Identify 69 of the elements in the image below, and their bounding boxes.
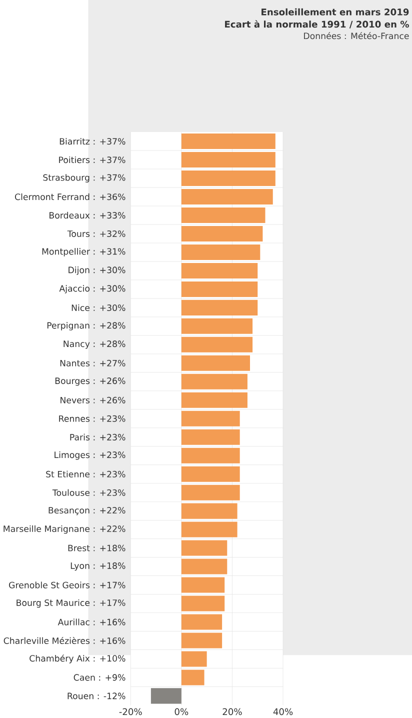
x-tick-label: 0% <box>174 708 188 716</box>
y-tick-label: Chambéry Aix : +10% <box>30 654 126 664</box>
bar <box>181 300 258 316</box>
x-tick-label: 40% <box>273 708 293 716</box>
y-tick-label: Limoges : +23% <box>54 451 126 460</box>
y-tick-label: Charleville Mézières : +16% <box>4 636 126 644</box>
bar <box>181 262 258 278</box>
y-tick-label: Grenoble St Geoirs : +17% <box>8 582 126 588</box>
x-tick-label: 20% <box>222 708 242 716</box>
bar <box>181 189 273 205</box>
y-tick-label: Biarritz : +37% <box>60 138 126 145</box>
y-tick-label: Caen : +9% <box>74 674 126 681</box>
bar <box>181 484 240 500</box>
x-tick-label: -20% <box>119 708 142 716</box>
y-tick-label: Nice : +30% <box>72 304 126 312</box>
bar <box>181 596 225 612</box>
y-tick-label: Clermont Ferrand : +36% <box>14 193 126 200</box>
y-tick-label: Marseille Marignane : +22% <box>4 525 126 534</box>
text: Ensoleillement en mars 2019 <box>261 8 409 16</box>
y-tick-label: Brest : +18% <box>68 544 126 552</box>
y-tick-label: Nantes : +27% <box>60 360 126 366</box>
y-tick-label: Ajaccio : +30% <box>59 285 126 294</box>
bar <box>181 336 252 352</box>
bar <box>150 688 182 704</box>
bar <box>181 448 240 464</box>
bar <box>181 577 225 593</box>
bar <box>181 410 240 426</box>
bar <box>181 226 263 242</box>
bar <box>181 651 207 667</box>
y-tick-label: Paris : +23% <box>70 434 126 440</box>
y-tick-label: Perpignan : +28% <box>47 322 126 330</box>
bar <box>181 540 228 556</box>
y-tick-label: Besançon : +22% <box>48 507 126 516</box>
bar <box>181 318 252 334</box>
y-tick-label: Bourg St Maurice : +17% <box>16 599 126 608</box>
y-tick-label: Nancy : +28% <box>64 340 126 349</box>
y-tick-label: Lyon : +18% <box>70 562 126 571</box>
y-tick-label: Strasbourg : +37% <box>43 174 126 182</box>
bar <box>181 170 276 186</box>
bar <box>181 670 204 686</box>
bar <box>181 374 248 390</box>
y-tick-label: Rouen : -12% <box>68 692 126 700</box>
y-tick-label: Montpellier : +31% <box>42 248 126 256</box>
y-tick-label: Bordeaux : +33% <box>49 212 126 219</box>
bar <box>181 134 276 150</box>
bar <box>181 244 260 260</box>
bar <box>181 281 258 297</box>
bar <box>181 522 238 538</box>
y-tick-label: Toulouse : +23% <box>52 489 126 496</box>
y-tick-label: Tours : +32% <box>67 230 126 238</box>
bar <box>181 614 222 630</box>
bar <box>181 207 266 224</box>
bar <box>181 503 238 519</box>
y-tick-label: Poitiers : +37% <box>59 156 126 164</box>
y-tick-label: Rennes : +23% <box>59 415 126 422</box>
bar <box>181 152 276 168</box>
bar <box>181 466 240 482</box>
y-tick-label: Dijon : +30% <box>68 266 126 275</box>
text: Données : Météo-France <box>304 32 409 40</box>
y-tick-label: Aurillac : +16% <box>58 618 126 626</box>
text: Ecart à la normale 1991 / 2010 en % <box>224 20 409 28</box>
bar <box>181 558 228 574</box>
bar <box>181 392 248 408</box>
y-tick-label: Bourges : +26% <box>55 378 126 386</box>
bar <box>181 632 222 648</box>
bar <box>181 429 240 445</box>
y-tick-label: Nevers : +26% <box>60 396 126 404</box>
y-tick-label: St Etienne : +23% <box>46 470 126 478</box>
bar <box>181 355 250 371</box>
